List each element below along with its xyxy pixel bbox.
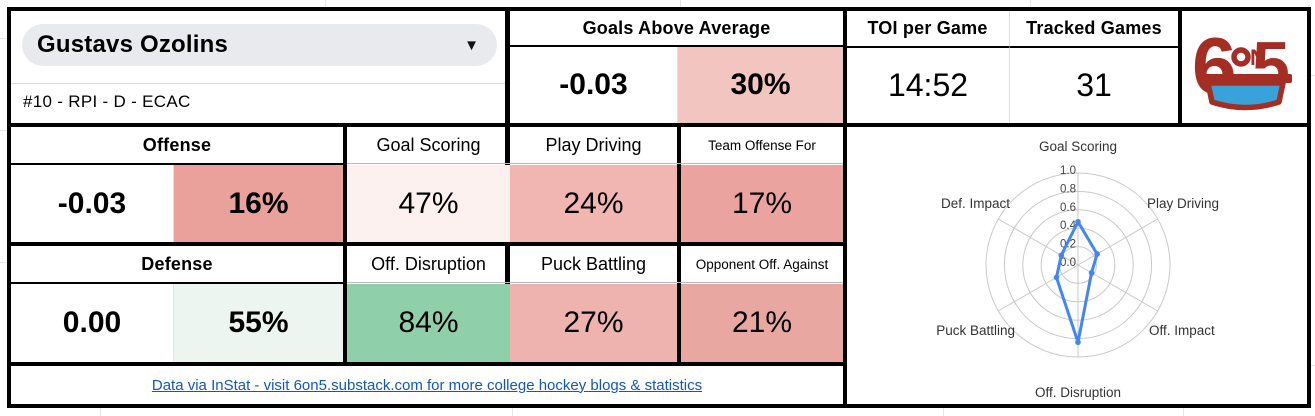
sheet-gridline <box>1030 0 1031 7</box>
opponent-off-against-value: 21% <box>681 284 843 362</box>
goal-scoring-value: 47% <box>347 165 510 242</box>
toi-per-game-header: TOI per Game <box>867 18 988 38</box>
offense-value: -0.03 <box>57 186 127 220</box>
divider <box>343 127 347 362</box>
divider <box>1178 11 1182 123</box>
divider <box>11 282 343 284</box>
svg-text:0.6: 0.6 <box>1060 202 1076 214</box>
defense-header: Defense <box>141 253 213 274</box>
radar-chart: 0.0 0.2 0.4 0.6 0.8 1.0 Goal Scoring Play Drivi… <box>847 127 1307 404</box>
toi-per-game-value: 14:52 <box>887 67 969 103</box>
goals-above-average-header: Goals Above Average <box>582 17 771 38</box>
divider <box>843 11 847 404</box>
divider <box>11 362 847 366</box>
svg-text:Off. Impact: Off. Impact <box>1149 323 1215 338</box>
divider <box>11 163 343 165</box>
6on5-logo-icon: 6 N 5 <box>1192 21 1292 111</box>
puck-battling-value: 27% <box>510 284 677 362</box>
player-card: Gustavs Ozolins ▼ #10 - RPI - D - ECAC G… <box>7 7 1311 408</box>
player-name: Gustavs Ozolins <box>37 31 229 58</box>
svg-text:0.0: 0.0 <box>1060 257 1076 269</box>
divider <box>347 282 843 283</box>
svg-text:1.0: 1.0 <box>1060 165 1076 177</box>
player-select-dropdown[interactable]: Gustavs Ozolins ▼ <box>22 24 497 66</box>
divider <box>677 127 681 362</box>
offense-header: Offense <box>142 134 212 155</box>
divider <box>11 242 847 246</box>
footer: Data via InStat - visit 6on5.substack.co… <box>11 366 843 404</box>
sheet-gridline <box>943 408 944 416</box>
sheet-gridline <box>1183 408 1184 416</box>
svg-text:Puck Battling: Puck Battling <box>936 323 1015 338</box>
opponent-off-against-header: Opponent Off. Against <box>695 256 829 272</box>
play-driving-header: Play Driving <box>545 134 642 155</box>
off-disruption-header: Off. Disruption <box>371 253 486 274</box>
svg-text:N: N <box>1250 45 1266 70</box>
divider <box>11 123 1307 127</box>
sheet-gridline <box>100 408 101 416</box>
sheet-gridline <box>512 408 513 416</box>
sheet-gridline <box>0 38 7 39</box>
play-driving-value: 24% <box>510 165 677 242</box>
svg-text:Def. Impact: Def. Impact <box>941 196 1010 211</box>
svg-text:Off. Disruption: Off. Disruption <box>1035 385 1121 400</box>
offense-percentile: 16% <box>174 165 343 242</box>
sheet-gridline <box>1311 75 1315 76</box>
off-disruption-value: 84% <box>347 284 510 362</box>
sheet-gridline <box>325 0 326 7</box>
6on5-logo: 6 N 5 <box>1182 11 1307 123</box>
svg-text:Goal Scoring: Goal Scoring <box>1039 139 1117 154</box>
goals-above-average-value: -0.03 <box>559 68 628 101</box>
sheet-gridline <box>1311 365 1315 366</box>
puck-battling-header: Puck Battling <box>540 253 647 274</box>
divider <box>173 165 174 242</box>
tracked-games-header: Tracked Games <box>1026 18 1162 38</box>
divider <box>11 83 505 84</box>
svg-text:0.4: 0.4 <box>1060 220 1077 232</box>
svg-text:0.8: 0.8 <box>1060 183 1076 195</box>
sheet-gridline <box>0 262 7 263</box>
sheet-gridline <box>680 0 681 7</box>
goal-scoring-header: Goal Scoring <box>376 134 481 155</box>
divider <box>173 284 174 362</box>
tracked-games-value: 31 <box>1076 67 1112 103</box>
team-offense-for-value: 17% <box>681 165 843 242</box>
substack-link[interactable]: Data via InStat - visit 6on5.substack.co… <box>151 376 703 394</box>
chevron-down-icon: ▼ <box>464 36 479 54</box>
goals-above-average-percentile: 30% <box>678 47 843 123</box>
divider <box>847 46 1178 48</box>
divider <box>347 163 843 164</box>
sheet-gridline <box>0 130 7 131</box>
divider <box>1009 11 1010 123</box>
defense-value: 0.00 <box>62 306 122 339</box>
svg-text:Play Driving: Play Driving <box>1147 196 1219 211</box>
divider <box>677 47 678 123</box>
defense-percentile: 55% <box>174 284 343 362</box>
team-offense-for-header: Team Offense For <box>708 137 816 153</box>
player-details: #10 - RPI - D - ECAC <box>23 92 191 111</box>
divider <box>510 45 843 47</box>
